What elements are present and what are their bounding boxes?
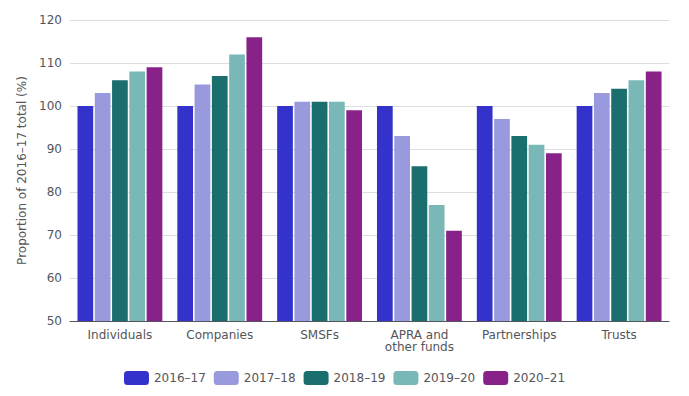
svg-text:SMSFs: SMSFs [300, 328, 339, 342]
svg-text:50: 50 [47, 314, 62, 328]
svg-text:Companies: Companies [186, 328, 253, 342]
svg-text:2019–20: 2019–20 [423, 371, 475, 385]
svg-text:other funds: other funds [385, 340, 454, 354]
svg-text:60: 60 [47, 271, 62, 285]
svg-text:Proportion of 2016–17 total (%: Proportion of 2016–17 total (%) [15, 76, 29, 265]
svg-text:80: 80 [47, 185, 62, 199]
svg-text:110: 110 [39, 56, 62, 70]
svg-text:70: 70 [47, 228, 62, 242]
svg-text:APRA and: APRA and [390, 328, 449, 342]
svg-text:2016–17: 2016–17 [154, 371, 206, 385]
svg-text:2017–18: 2017–18 [244, 371, 296, 385]
svg-text:90: 90 [47, 142, 62, 156]
svg-text:2020–21: 2020–21 [513, 371, 565, 385]
svg-text:2018–19: 2018–19 [334, 371, 386, 385]
svg-text:Trusts: Trusts [600, 328, 636, 342]
svg-text:Individuals: Individuals [88, 328, 153, 342]
svg-text:120: 120 [39, 13, 62, 27]
svg-text:Partnerships: Partnerships [482, 328, 557, 342]
svg-text:100: 100 [39, 99, 62, 113]
